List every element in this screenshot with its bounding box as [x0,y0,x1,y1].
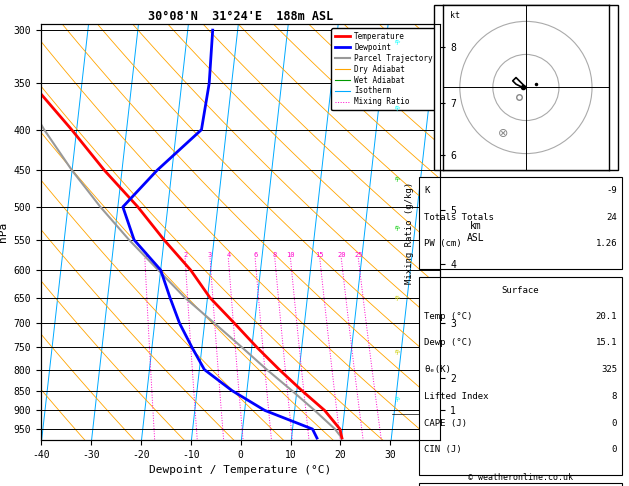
Legend: Temperature, Dewpoint, Parcel Trajectory, Dry Adiabat, Wet Adiabat, Isotherm, Mi: Temperature, Dewpoint, Parcel Trajectory… [331,28,437,110]
Bar [418,483,623,486]
X-axis label: Dewpoint / Temperature (°C): Dewpoint / Temperature (°C) [150,465,331,475]
Text: 4: 4 [226,252,230,258]
Text: CIN (J): CIN (J) [424,445,462,454]
Text: «: « [391,393,402,404]
Text: 10: 10 [286,252,295,258]
Text: «: « [391,222,402,233]
Text: Totals Totals: Totals Totals [424,212,494,222]
Text: Temp (°C): Temp (°C) [424,312,472,321]
Text: 25: 25 [354,252,362,258]
Text: 0: 0 [611,419,617,428]
Title: 30°08'N  31°24'E  188m ASL: 30°08'N 31°24'E 188m ASL [148,10,333,23]
Text: 15: 15 [316,252,324,258]
Text: Surface: Surface [502,286,539,295]
Bar [418,177,623,269]
Text: 325: 325 [601,365,617,374]
Text: PW (cm): PW (cm) [424,239,462,248]
Text: K: K [424,186,430,195]
Text: CAPE (J): CAPE (J) [424,419,467,428]
Text: 1: 1 [143,252,147,258]
Text: Dewp (°C): Dewp (°C) [424,338,472,347]
Text: 3: 3 [208,252,212,258]
Text: «: « [391,102,402,113]
Text: 2: 2 [183,252,187,258]
Text: 20.1: 20.1 [596,312,617,321]
Text: LCL: LCL [438,410,452,418]
Text: 6: 6 [253,252,257,258]
Y-axis label: km
ASL: km ASL [467,221,484,243]
Text: «: « [391,173,402,184]
Text: 8: 8 [273,252,277,258]
Text: «: « [391,292,402,303]
Text: 15.1: 15.1 [596,338,617,347]
Text: 8: 8 [611,392,617,401]
Text: 24: 24 [606,212,617,222]
Text: Lifted Index: Lifted Index [424,392,489,401]
Bar [418,277,623,475]
Y-axis label: hPa: hPa [0,222,8,242]
Text: «: « [391,346,402,357]
Text: θₑ(K): θₑ(K) [424,365,451,374]
Text: «: « [391,36,402,47]
Text: Mixing Ratio (g/kg): Mixing Ratio (g/kg) [405,182,414,284]
Text: © weatheronline.co.uk: © weatheronline.co.uk [468,473,573,482]
Bar [434,5,618,170]
Text: 0: 0 [611,445,617,454]
Text: 1.26: 1.26 [596,239,617,248]
Text: -9: -9 [606,186,617,195]
Text: 20: 20 [337,252,345,258]
